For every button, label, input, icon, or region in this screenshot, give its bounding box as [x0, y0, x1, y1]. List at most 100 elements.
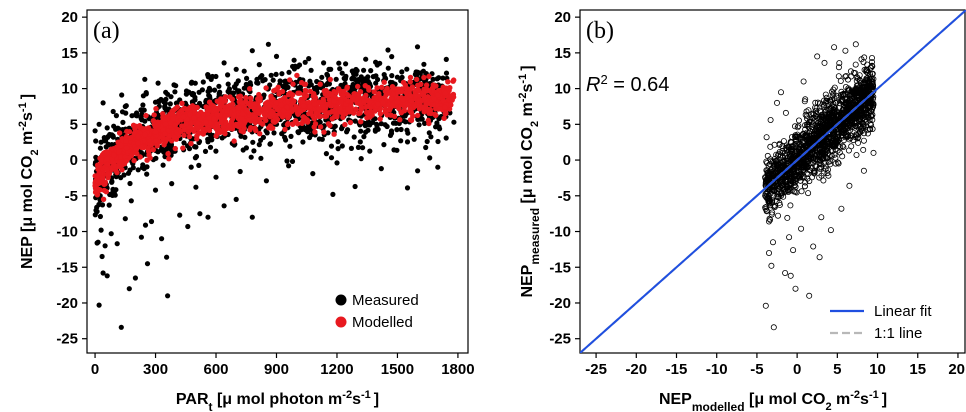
- x-tick-label-b: -20: [625, 361, 647, 378]
- modelled-point: [248, 95, 254, 101]
- modelled-point: [355, 83, 361, 90]
- modelled-point: [150, 118, 157, 124]
- modelled-point: [358, 119, 364, 125]
- x-axis-title-b: NEPmodelled [μ mol CO2 m-2s-1]: [659, 389, 887, 412]
- modelled-point: [131, 157, 137, 164]
- nep-point: [806, 292, 813, 299]
- nep-point: [855, 139, 862, 146]
- nep-point: [796, 117, 803, 124]
- modelled-point: [145, 125, 152, 131]
- modelled-point: [166, 133, 173, 139]
- modelled-point: [373, 94, 379, 101]
- modelled-point: [340, 114, 346, 121]
- measured-point: [113, 187, 119, 193]
- modelled-point: [153, 106, 159, 112]
- nep-point: [790, 143, 797, 150]
- x-tick-label-b: -25: [585, 361, 607, 378]
- modelled-point: [128, 135, 134, 141]
- measured-point: [221, 203, 227, 209]
- measured-point: [233, 66, 239, 72]
- modelled-point: [296, 90, 303, 96]
- modelled-point: [135, 133, 141, 140]
- nep-point: [811, 170, 818, 177]
- nep-point: [854, 75, 861, 82]
- modelled-point: [267, 123, 274, 129]
- modelled-point: [263, 117, 269, 124]
- y-tick-label-a: -5: [65, 188, 78, 205]
- modelled-point: [263, 85, 269, 91]
- measured-point: [377, 60, 383, 66]
- nep-point: [870, 93, 877, 100]
- modelled-point: [331, 131, 337, 137]
- nep-point: [839, 97, 846, 104]
- nep-point: [831, 44, 838, 51]
- measured-point: [139, 117, 145, 123]
- measured-point: [424, 138, 430, 145]
- nep-point: [814, 53, 821, 60]
- nep-point: [797, 172, 804, 179]
- legend-label-a: Modelled: [352, 314, 413, 331]
- modelled-point: [273, 100, 279, 106]
- measured-point: [350, 81, 356, 88]
- modelled-point: [97, 187, 103, 193]
- nep-point: [866, 126, 873, 133]
- modelled-point: [138, 144, 145, 151]
- nep-point: [811, 128, 818, 135]
- modelled-point: [137, 125, 144, 131]
- nep-point: [766, 198, 773, 205]
- nep-point: [787, 202, 794, 209]
- measured-point: [370, 119, 376, 125]
- nep-point: [843, 121, 850, 128]
- measured-point: [394, 127, 400, 133]
- measured-point: [249, 48, 255, 54]
- modelled-point: [405, 102, 412, 108]
- modelled-point: [145, 145, 151, 151]
- modelled-point: [104, 149, 110, 155]
- measured-point: [109, 132, 115, 138]
- measured-point: [388, 128, 395, 134]
- nep-point: [842, 124, 849, 131]
- measured-point: [162, 105, 168, 111]
- nep-point: [835, 160, 842, 167]
- nep-point: [860, 137, 867, 144]
- nep-point: [869, 59, 876, 66]
- modelled-point: [187, 111, 193, 118]
- modelled-point: [357, 89, 364, 95]
- nep-point: [816, 174, 823, 181]
- nep-point: [853, 119, 860, 126]
- modelled-point: [195, 125, 201, 132]
- measured-point: [237, 168, 243, 175]
- measured-point: [435, 164, 441, 170]
- measured-point: [337, 66, 343, 72]
- nep-point: [804, 158, 811, 165]
- measured-point: [443, 70, 450, 76]
- measured-point: [375, 126, 381, 132]
- nep-point: [835, 143, 842, 150]
- nep-point: [856, 77, 863, 84]
- nep-point: [763, 208, 770, 215]
- nep-point: [858, 56, 865, 63]
- modelled-point: [100, 196, 107, 202]
- modelled-point: [203, 119, 209, 125]
- measured-point: [361, 67, 367, 73]
- nep-point: [870, 149, 877, 156]
- measured-point: [142, 222, 149, 228]
- nep-point: [850, 69, 857, 76]
- measured-point: [196, 162, 202, 168]
- modelled-point: [123, 145, 130, 151]
- nep-point: [821, 141, 828, 148]
- nep-point: [766, 218, 773, 225]
- measured-point: [339, 143, 345, 149]
- modelled-point: [181, 132, 187, 139]
- measured-point: [213, 148, 219, 154]
- modelled-point: [137, 154, 143, 160]
- measured-point: [345, 127, 351, 133]
- nep-point: [789, 154, 796, 161]
- measured-point: [361, 134, 367, 140]
- measured-point: [352, 118, 358, 124]
- modelled-point: [188, 140, 194, 147]
- measured-point: [109, 142, 115, 148]
- modelled-point: [450, 94, 457, 100]
- modelled-point: [382, 107, 388, 113]
- nep-point: [769, 209, 776, 216]
